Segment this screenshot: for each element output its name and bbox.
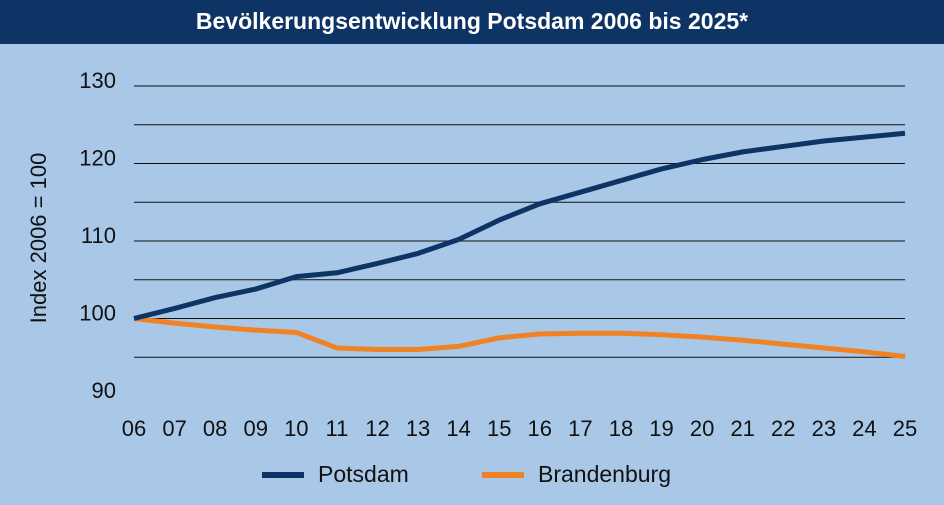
x-tick-label: 14 <box>446 416 470 441</box>
x-tick-labels: 06 07 08 09 10 11 12 13 14 15 16 17 18 19 20 21 22 23 24 25 <box>122 416 917 441</box>
x-tick-label: 22 <box>771 416 795 441</box>
legend: Potsdam Brandenburg <box>262 461 671 487</box>
x-tick-label: 09 <box>243 416 267 441</box>
x-tick-label: 11 <box>325 416 348 441</box>
x-tick-label: 24 <box>852 416 876 441</box>
chart-title: Bevölkerungsentwicklung Potsdam 2006 bis… <box>0 0 944 44</box>
series-line-potsdam <box>133 130 906 321</box>
x-tick-label: 23 <box>812 416 836 441</box>
y-tick-labels: 90 100 110 120 130 <box>79 68 116 403</box>
x-tick-label: 13 <box>406 416 430 441</box>
x-tick-label: 18 <box>609 416 633 441</box>
x-tick-label: 12 <box>365 416 389 441</box>
x-tick-label: 15 <box>487 416 511 441</box>
x-tick-label: 16 <box>528 416 552 441</box>
x-tick-label: 07 <box>162 416 186 441</box>
x-tick-label: 20 <box>690 416 714 441</box>
series-lines <box>133 130 906 359</box>
x-tick-label: 25 <box>893 416 917 441</box>
y-tick-label: 130 <box>79 68 116 93</box>
x-tick-label: 08 <box>203 416 227 441</box>
y-tick-label: 100 <box>79 301 116 326</box>
x-tick-label: 21 <box>730 416 754 441</box>
legend-label-brandenburg: Brandenburg <box>538 461 671 487</box>
series-line-brandenburg <box>133 316 906 359</box>
gridlines <box>134 85 905 358</box>
y-axis-label: Index 2006 = 100 <box>26 153 51 324</box>
y-tick-label: 90 <box>92 378 116 403</box>
y-tick-label: 110 <box>81 223 116 248</box>
legend-label-potsdam: Potsdam <box>318 461 409 487</box>
x-tick-label: 10 <box>284 416 308 441</box>
x-tick-label: 17 <box>568 416 592 441</box>
x-tick-label: 19 <box>649 416 673 441</box>
y-tick-label: 120 <box>79 146 116 171</box>
x-tick-label: 06 <box>122 416 146 441</box>
